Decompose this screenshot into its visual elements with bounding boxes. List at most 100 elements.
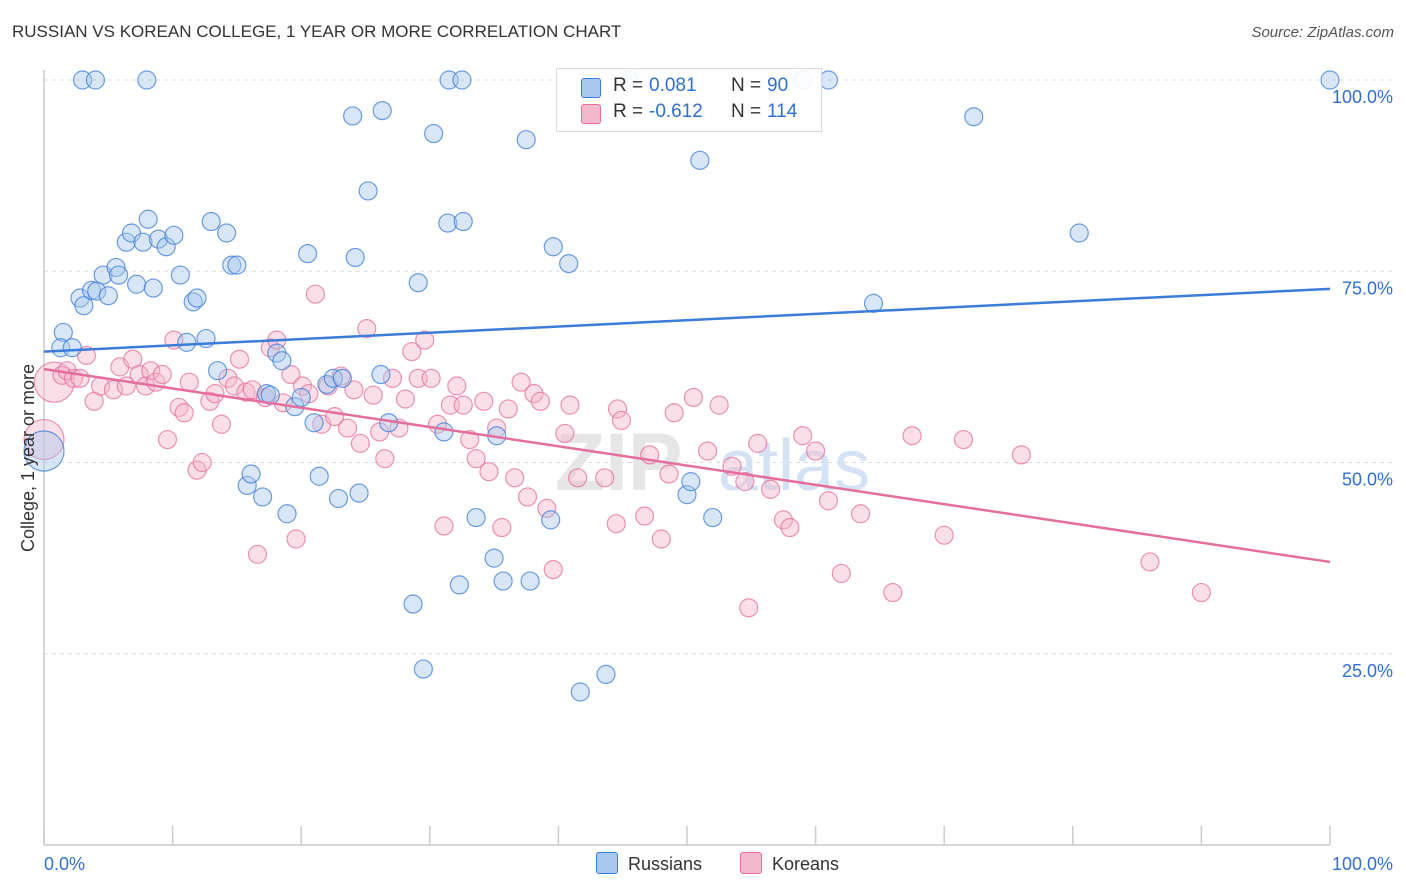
russian-point <box>277 504 297 524</box>
russian-point <box>434 422 454 442</box>
korean-point <box>192 452 212 473</box>
korean-point <box>748 433 768 453</box>
trend-lines <box>43 287 1331 564</box>
russian-point <box>1320 70 1340 90</box>
russian-point <box>98 286 118 306</box>
legend-label-russians: Russians <box>628 854 703 874</box>
russian-point <box>466 507 486 528</box>
russian-point <box>298 244 318 264</box>
russian-point <box>596 664 616 685</box>
russian-point <box>170 265 190 285</box>
korean-point <box>735 472 755 492</box>
korean-point <box>415 330 435 350</box>
r-value: -0.612 <box>649 101 703 122</box>
russian-point <box>164 225 184 245</box>
russian-point <box>222 255 242 275</box>
russian-point <box>413 659 433 679</box>
korean-point <box>537 498 557 518</box>
korean-point <box>434 516 454 536</box>
korean-point <box>1191 582 1212 603</box>
korean-point <box>286 529 306 549</box>
russian-point <box>345 247 365 268</box>
russians-trend-line <box>43 287 1331 353</box>
legend-swatch-russians <box>596 852 618 874</box>
russian-point <box>703 507 723 528</box>
y-tick-label: 75.0% <box>1342 278 1393 298</box>
korean-point <box>517 487 538 507</box>
russians-swatch <box>581 78 601 98</box>
y-tick-labels: 100.0% 75.0% 50.0% 25.0% <box>1332 87 1393 681</box>
korean-point <box>247 544 268 564</box>
korean-point <box>555 423 575 444</box>
russian-point <box>143 278 163 298</box>
russian-point <box>343 106 363 126</box>
korean-point <box>505 468 525 488</box>
korean-point <box>179 372 199 392</box>
legend-item-russians[interactable]: Russians <box>596 852 702 875</box>
russian-point <box>106 257 126 278</box>
russian-point <box>201 211 221 232</box>
koreans-trend-line <box>43 367 1331 564</box>
n-value: 90 <box>767 75 789 96</box>
russian-point <box>291 387 311 408</box>
korean-point <box>174 403 194 423</box>
korean-point <box>447 376 467 396</box>
legend-item-koreans[interactable]: Koreans <box>740 852 839 875</box>
russian-point <box>493 571 513 591</box>
korean-point <box>152 364 172 385</box>
russian-point <box>272 351 292 371</box>
russian-point <box>520 571 540 591</box>
korean-point <box>664 403 684 423</box>
korean-point <box>543 559 563 580</box>
korean-point <box>474 391 494 411</box>
russian-point <box>403 594 423 614</box>
korean-point <box>492 517 512 538</box>
y-tick-label: 25.0% <box>1342 661 1393 681</box>
korean-point <box>530 391 550 411</box>
axes <box>43 70 1330 846</box>
korean-point <box>375 449 395 469</box>
russian-point <box>51 338 71 358</box>
korean-point <box>281 364 301 385</box>
korean-point <box>595 468 615 488</box>
chart-title: RUSSIAN VS KOREAN COLLEGE, 1 YEAR OR MOR… <box>12 22 622 41</box>
korean-point <box>659 464 679 484</box>
korean-point <box>818 491 839 511</box>
russian-point <box>116 232 136 252</box>
russian-point <box>516 130 536 150</box>
koreans-swatch <box>581 104 601 124</box>
korean-point <box>498 399 518 419</box>
korean-point <box>805 441 826 461</box>
russian-point <box>62 338 82 358</box>
russian-point <box>108 265 129 285</box>
russian-point <box>309 466 329 486</box>
russian-point <box>328 488 349 509</box>
korean-point <box>760 479 781 499</box>
korean-point <box>453 395 473 415</box>
korean-point <box>611 410 632 431</box>
y-axis-title: College, 1 year or more <box>18 364 38 552</box>
russian-point <box>208 361 228 381</box>
russian-point <box>241 464 261 484</box>
russian-point <box>227 255 247 275</box>
russian-point <box>138 209 158 229</box>
russian-point <box>863 293 884 313</box>
russian-point <box>23 430 65 472</box>
korean-point <box>780 517 800 538</box>
russian-point <box>85 70 106 90</box>
russian-point <box>217 223 237 243</box>
korean-point <box>851 504 871 524</box>
russian-point <box>681 472 701 492</box>
korean-point <box>606 514 626 534</box>
x-tick-label-min: 0.0% <box>44 854 85 874</box>
russian-point <box>559 254 579 274</box>
russian-point <box>332 368 352 388</box>
russian-point <box>74 296 94 316</box>
korean-point <box>1011 445 1031 465</box>
korean-point <box>382 368 403 388</box>
korean-point <box>634 506 655 526</box>
r-value: 0.081 <box>649 75 697 96</box>
russian-point <box>133 232 153 252</box>
y-tick-label: 50.0% <box>1342 470 1393 490</box>
russian-point <box>541 510 561 530</box>
